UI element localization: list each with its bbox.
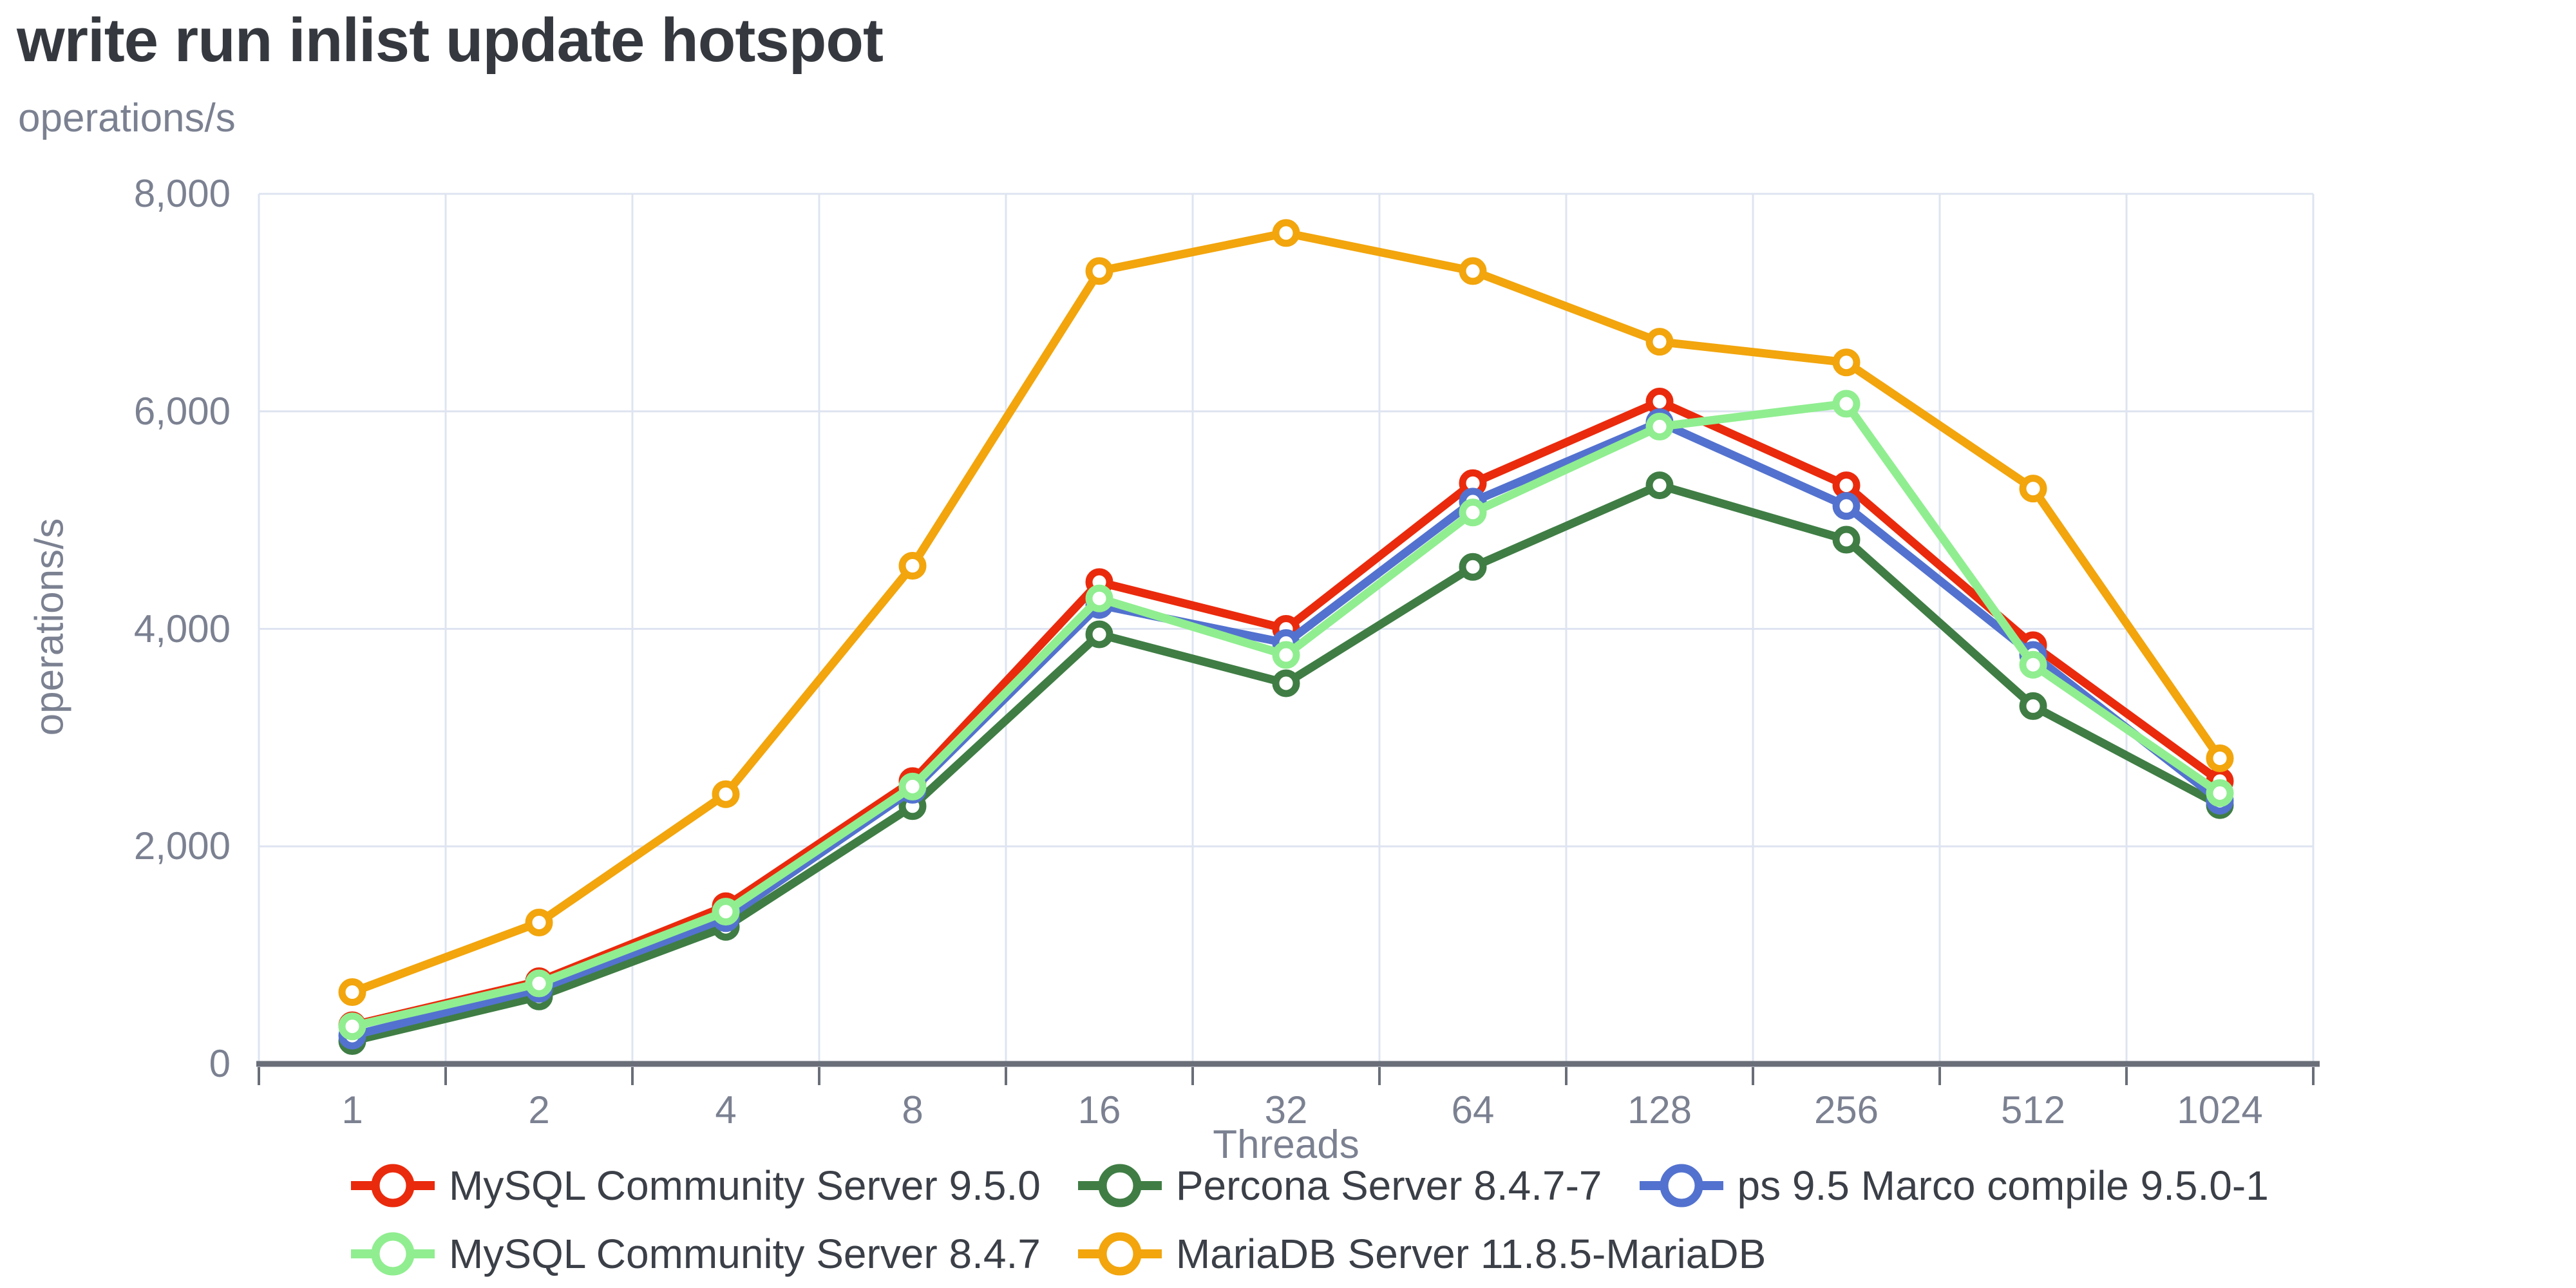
series-marker-4 [712,780,740,808]
series-marker-1 [1645,471,1674,500]
x-tick-label: 8 [902,1088,923,1132]
legend-item: MariaDB Server 11.8.5-MariaDB [1077,1225,1766,1283]
y-tick-label: 2,000 [133,824,231,868]
x-tick-label: 128 [1627,1088,1692,1132]
legend-item: MySQL Community Server 9.5.0 [351,1157,1041,1215]
legend-marker-icon [1639,1164,1723,1208]
x-tick-label: 64 [1451,1088,1495,1132]
series-marker-4 [1272,219,1300,247]
series-marker-3 [1645,412,1674,440]
legend-item-label: MySQL Community Server 9.5.0 [449,1162,1041,1209]
series-marker-3 [2019,650,2047,679]
legend-marker-icon [1077,1164,1162,1208]
legend-marker-icon [351,1232,435,1276]
series-marker-4 [1459,257,1487,285]
series-marker-3 [1085,584,1113,612]
series-marker-3 [712,898,740,926]
legend-item-label: ps 9.5 Marco compile 9.5.0-1 [1737,1162,2269,1209]
x-tick-label: 32 [1264,1088,1308,1132]
series-marker-3 [2206,779,2234,808]
x-tick-label: 256 [1814,1088,1879,1132]
series-marker-1 [1459,553,1487,581]
y-tick-label: 6,000 [133,389,231,433]
x-tick-label: 1024 [2177,1088,2263,1132]
chart-title: write run inlist update hotspot [17,6,884,75]
y-tick-label: 8,000 [133,172,231,215]
y-axis-unit-label: operations/s [18,96,236,140]
series-marker-3 [1832,390,1861,418]
series-marker-4 [338,978,366,1007]
series-marker-3 [1272,641,1300,669]
series-marker-3 [338,1012,366,1041]
legend-item-label: Percona Server 8.4.7-7 [1175,1162,1602,1209]
legend-item: Percona Server 8.4.7-7 [1077,1157,1602,1215]
x-tick-label: 512 [2000,1088,2066,1132]
legend-item-label: MariaDB Server 11.8.5-MariaDB [1175,1231,1766,1277]
series-marker-4 [2206,744,2234,772]
legend-item: ps 9.5 Marco compile 9.5.0-1 [1639,1157,2269,1215]
x-tick-label: 16 [1077,1088,1121,1132]
legend-marker-icon [1077,1232,1162,1276]
legend-marker-icon [351,1164,435,1208]
legend-row: MySQL Community Server 9.5.0 Percona Serv… [351,1157,2306,1215]
series-marker-3 [525,969,553,998]
series-marker-2 [1832,492,1861,520]
series-marker-3 [1459,498,1487,527]
chart-legend: MySQL Community Server 9.5.0 Percona Serv… [351,1157,2306,1283]
series-marker-4 [2019,475,2047,503]
x-axis-title: Threads [1213,1122,1359,1167]
x-tick-label: 4 [715,1088,737,1132]
legend-item: MySQL Community Server 8.4.7 [351,1225,1041,1283]
series-marker-4 [898,552,927,580]
x-tick-label: 2 [528,1088,550,1132]
x-tick-label: 1 [341,1088,363,1132]
series-marker-4 [525,908,553,936]
y-tick-label: 0 [209,1042,231,1085]
legend-item-label: MySQL Community Server 8.4.7 [449,1231,1041,1277]
y-tick-label: 4,000 [133,607,231,650]
series-marker-1 [1832,526,1861,554]
series-marker-1 [1085,620,1113,649]
series-marker-1 [2019,692,2047,720]
series-marker-1 [1272,669,1300,697]
series-marker-4 [1085,257,1113,285]
series-marker-4 [1645,328,1674,356]
legend-row: MySQL Community Server 8.4.7 MariaDB Serv… [351,1225,2306,1283]
series-marker-4 [1832,348,1861,377]
series-marker-3 [898,772,927,800]
